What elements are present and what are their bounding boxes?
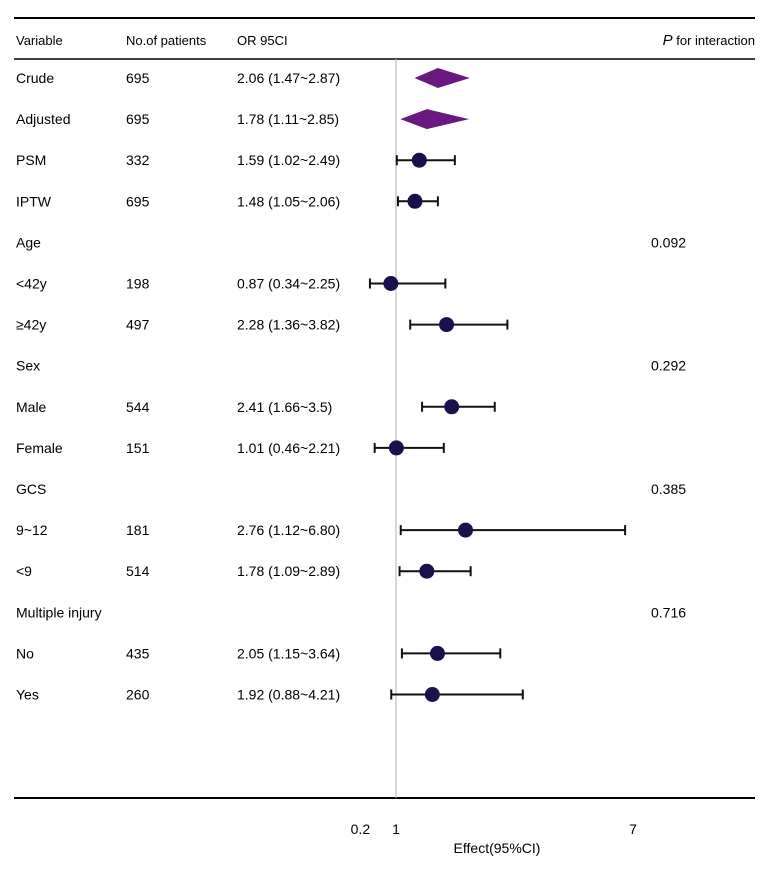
- row-or-ci: 1.78 (1.11~2.85): [237, 111, 339, 127]
- row-or-ci: 2.06 (1.47~2.87): [237, 70, 340, 86]
- row-patients: 514: [126, 563, 150, 579]
- table-row: Adjusted 695 1.78 (1.11~2.85): [16, 109, 470, 130]
- table-row: PSM 332 1.59 (1.02~2.49): [16, 152, 456, 168]
- row-patients: 181: [126, 522, 150, 538]
- estimate-point: [444, 399, 460, 415]
- header-patients: No.of patients: [126, 33, 207, 48]
- row-p-interaction: 0.092: [651, 234, 686, 250]
- row-or-ci: 1.92 (0.88~4.21): [237, 687, 340, 703]
- header-p-interaction: P for interaction: [663, 32, 755, 49]
- estimate-point: [458, 522, 474, 538]
- x-tick-label: 0.2: [351, 821, 371, 837]
- table-row: <42y 198 0.87 (0.34~2.25): [16, 276, 447, 292]
- row-or-ci: 2.28 (1.36~3.82): [237, 317, 340, 333]
- table-row: Male 544 2.41 (1.66~3.5): [16, 399, 496, 415]
- row-or-ci: 1.48 (1.05~2.06): [237, 193, 340, 209]
- estimate-point: [411, 152, 427, 168]
- row-label: IPTW: [16, 193, 52, 209]
- row-label: <9: [16, 563, 32, 579]
- header-or: OR 95CI: [237, 33, 288, 48]
- table-row: Sex 0.292: [16, 358, 686, 374]
- table-row: <9 514 1.78 (1.09~2.89): [16, 563, 472, 579]
- row-label: Male: [16, 399, 47, 415]
- x-tick-label: 7: [629, 821, 637, 837]
- row-patients: 435: [126, 645, 150, 661]
- row-patients: 695: [126, 70, 150, 86]
- row-label: GCS: [16, 481, 46, 497]
- row-patients: 332: [126, 152, 150, 168]
- table-row: ≥42y 497 2.28 (1.36~3.82): [16, 317, 509, 333]
- header-variable: Variable: [16, 33, 63, 48]
- row-patients: 695: [126, 193, 150, 209]
- x-tick-label: 1: [392, 821, 400, 837]
- rows-layer: Crude 695 2.06 (1.47~2.87) Adjusted 695 1.78 …: [16, 68, 686, 703]
- table-row: Female 151 1.01 (0.46~2.21): [16, 440, 445, 456]
- x-axis-label: Effect(95%CI): [454, 840, 541, 856]
- row-patients: 151: [126, 440, 150, 456]
- row-or-ci: 1.01 (0.46~2.21): [237, 440, 340, 456]
- pooled-diamond: [414, 68, 470, 88]
- table-row: Crude 695 2.06 (1.47~2.87): [16, 68, 470, 88]
- estimate-point: [424, 687, 440, 702]
- row-label: PSM: [16, 152, 46, 168]
- estimate-point: [388, 440, 404, 456]
- table-row: GCS 0.385: [16, 481, 686, 497]
- header-p-rest: for interaction: [673, 33, 755, 48]
- row-patients: 497: [126, 317, 150, 333]
- row-label: 9~12: [16, 522, 48, 538]
- row-label: Crude: [16, 70, 54, 86]
- row-label: No: [16, 645, 34, 661]
- pooled-diamond: [400, 109, 470, 130]
- table-row: Yes 260 1.92 (0.88~4.21): [16, 687, 524, 703]
- row-label: Female: [16, 440, 63, 456]
- row-label: Age: [16, 234, 41, 250]
- estimate-point: [383, 276, 399, 291]
- row-label: ≥42y: [16, 317, 46, 333]
- row-or-ci: 2.76 (1.12~6.80): [237, 522, 340, 538]
- row-label: Yes: [16, 687, 39, 703]
- row-patients: 544: [126, 399, 150, 415]
- row-or-ci: 2.41 (1.66~3.5): [237, 399, 332, 415]
- table-row: Multiple injury 0.716: [16, 604, 686, 620]
- row-label: <42y: [16, 276, 47, 292]
- row-patients: 260: [126, 687, 150, 703]
- row-label: Sex: [16, 358, 40, 374]
- row-patients: 198: [126, 276, 150, 292]
- table-row: 9~12 181 2.76 (1.12~6.80): [16, 522, 627, 538]
- table-row: No 435 2.05 (1.15~3.64): [16, 645, 502, 661]
- row-or-ci: 1.78 (1.09~2.89): [237, 563, 340, 579]
- row-label: Adjusted: [16, 111, 70, 127]
- row-p-interaction: 0.716: [651, 604, 686, 620]
- row-or-ci: 2.05 (1.15~3.64): [237, 645, 340, 661]
- table-row: IPTW 695 1.48 (1.05~2.06): [16, 193, 439, 209]
- row-or-ci: 1.59 (1.02~2.49): [237, 152, 340, 168]
- row-patients: 695: [126, 111, 150, 127]
- row-p-interaction: 0.292: [651, 358, 686, 374]
- estimate-point: [439, 317, 455, 333]
- row-or-ci: 0.87 (0.34~2.25): [237, 276, 340, 292]
- row-label: Multiple injury: [16, 604, 102, 620]
- estimate-point: [419, 563, 435, 579]
- estimate-point: [429, 645, 445, 661]
- estimate-point: [407, 193, 423, 209]
- table-row: Age 0.092: [16, 234, 686, 250]
- row-p-interaction: 0.385: [651, 481, 686, 497]
- header-p-italic: P: [663, 32, 673, 49]
- x-axis: 0.2 1 7: [351, 821, 637, 837]
